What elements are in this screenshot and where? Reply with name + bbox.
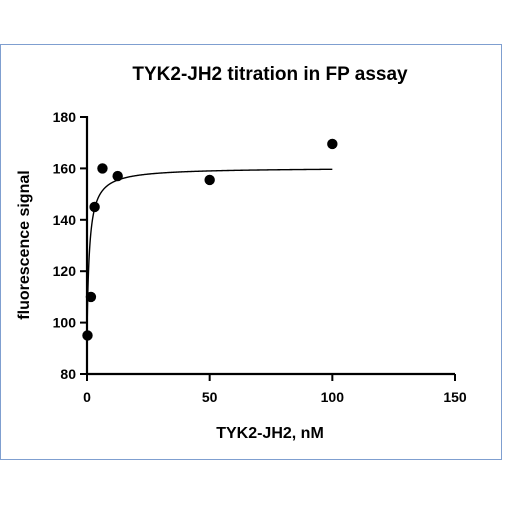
y-tick-label: 180 — [53, 109, 77, 125]
y-tick-label: 100 — [53, 315, 77, 331]
x-tick-label: 150 — [443, 389, 467, 405]
fit-curve — [86, 168, 333, 336]
x-axis-label: TYK2-JH2, nM — [216, 425, 324, 442]
x-tick-label: 50 — [202, 389, 218, 405]
x-tick-label: 0 — [83, 389, 91, 405]
data-point — [97, 163, 108, 174]
axes: 80 100 120 140 160 180 0 50 100 150 — [53, 109, 467, 405]
x-tick-label: 100 — [321, 389, 345, 405]
data-point — [89, 201, 100, 213]
data-point — [85, 291, 97, 303]
data-points-layer — [82, 138, 338, 341]
data-point — [204, 174, 215, 186]
data-point — [82, 330, 93, 341]
y-tick-label: 120 — [53, 263, 77, 279]
y-axis-label: fluorescence signal — [16, 170, 33, 319]
chart-title: TYK2-JH2 titration in FP assay — [132, 64, 408, 85]
y-tick-label: 140 — [53, 212, 77, 228]
data-point — [112, 170, 123, 182]
y-tick-label: 160 — [53, 160, 77, 176]
fit-curve-layer — [86, 168, 333, 336]
data-point — [327, 138, 338, 150]
y-tick-label: 80 — [60, 366, 76, 382]
chart-frame — [0, 44, 502, 460]
